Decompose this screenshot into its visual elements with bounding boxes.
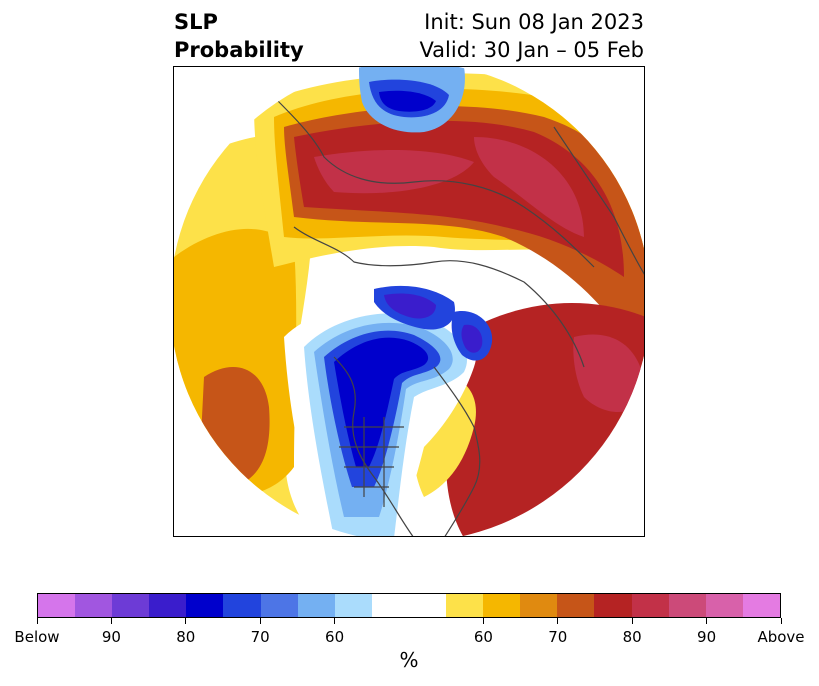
colorbar-segment <box>557 594 595 617</box>
colorbar-tick-label: 60 <box>473 628 493 646</box>
probability-map <box>173 66 645 537</box>
colorbar-segment <box>75 594 113 617</box>
colorbar-tick-label: 80 <box>176 628 196 646</box>
colorbar-tick <box>482 618 484 624</box>
colorbar-segment <box>594 594 632 617</box>
colorbar-segment <box>520 594 558 617</box>
colorbar-tick-label: 80 <box>622 628 642 646</box>
colorbar-tick <box>631 618 633 624</box>
colorbar-segment <box>631 594 669 617</box>
colorbar-tick <box>780 618 782 624</box>
colorbar-segment <box>371 594 409 617</box>
forecast-field <box>174 67 644 536</box>
colorbar-segment <box>260 594 298 617</box>
map-svg <box>174 67 644 536</box>
colorbar-tick <box>334 618 336 624</box>
colorbar-tick <box>185 618 187 624</box>
colorbar-segment <box>408 594 447 617</box>
colorbar-segment <box>446 594 484 617</box>
colorbar-tick-label: 70 <box>548 628 568 646</box>
colorbar-tick-label: 60 <box>325 628 345 646</box>
below-90-north-america <box>334 337 429 467</box>
colorbar-tick <box>557 618 559 624</box>
title-variable: SLP <box>174 10 218 34</box>
colorbar-tick <box>259 618 261 624</box>
below-95-hudson <box>461 324 483 353</box>
colorbar-segment <box>297 594 335 617</box>
colorbar <box>37 593 781 618</box>
colorbar-segment <box>334 594 372 617</box>
colorbar-tick-label: 90 <box>697 628 717 646</box>
colorbar-tick-label: 90 <box>101 628 121 646</box>
above-95-atlantic <box>573 334 644 412</box>
colorbar-tick <box>110 618 112 624</box>
colorbar-tick-label: Below <box>14 628 60 646</box>
map-title-left: SLP Probability <box>174 8 304 64</box>
colorbar-segment <box>38 594 76 617</box>
colorbar-segment <box>705 594 743 617</box>
colorbar-tick-label: Above <box>757 628 805 646</box>
colorbar-tick <box>36 618 38 624</box>
below-90-siberia <box>379 90 436 112</box>
valid-dates: Valid: 30 Jan – 05 Feb <box>419 38 644 62</box>
colorbar-segment <box>223 594 261 617</box>
init-date: Init: Sun 08 Jan 2023 <box>424 10 644 34</box>
coastlines <box>273 96 644 536</box>
colorbar-segment <box>112 594 150 617</box>
colorbar-segment <box>668 594 706 617</box>
below-95-arctic <box>384 293 436 319</box>
colorbar-unit: % <box>399 648 419 672</box>
colorbar-tick <box>706 618 708 624</box>
colorbar-segment <box>149 594 187 617</box>
colorbar-segment <box>742 594 780 617</box>
colorbar-tick-label: 70 <box>250 628 270 646</box>
colorbar-segment <box>483 594 521 617</box>
map-title-right: Init: Sun 08 Jan 2023 Valid: 30 Jan – 05… <box>419 8 644 64</box>
colorbar-segment <box>186 594 224 617</box>
above-95-asia <box>474 137 584 237</box>
title-product: Probability <box>174 38 304 62</box>
above-95-europe <box>314 150 474 194</box>
